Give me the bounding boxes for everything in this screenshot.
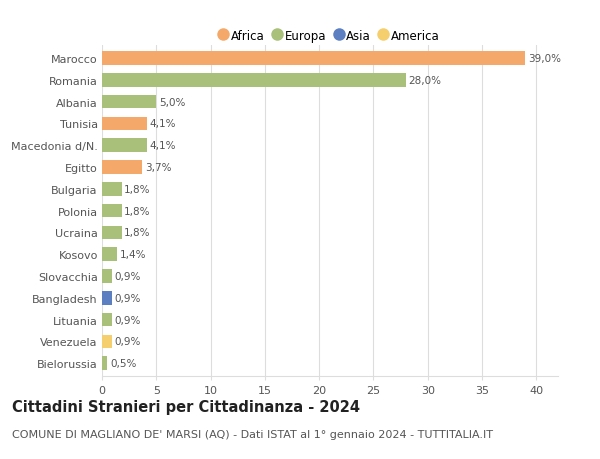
Text: 4,1%: 4,1% — [149, 119, 176, 129]
Bar — [102, 291, 112, 305]
Text: 0,9%: 0,9% — [115, 336, 141, 347]
Text: Cittadini Stranieri per Cittadinanza - 2024: Cittadini Stranieri per Cittadinanza - 2… — [12, 399, 360, 414]
Text: 1,8%: 1,8% — [124, 185, 151, 195]
Text: COMUNE DI MAGLIANO DE' MARSI (AQ) - Dati ISTAT al 1° gennaio 2024 - TUTTITALIA.I: COMUNE DI MAGLIANO DE' MARSI (AQ) - Dati… — [12, 429, 493, 439]
Bar — [102, 52, 526, 66]
Text: 1,4%: 1,4% — [120, 250, 146, 260]
Bar — [102, 95, 156, 109]
Bar — [102, 335, 112, 348]
Bar — [102, 183, 122, 196]
Bar — [102, 74, 406, 87]
Bar — [102, 226, 122, 240]
Text: 0,9%: 0,9% — [115, 315, 141, 325]
Text: 28,0%: 28,0% — [409, 76, 442, 86]
Bar — [102, 139, 146, 153]
Bar — [102, 269, 112, 283]
Text: 1,8%: 1,8% — [124, 206, 151, 216]
Bar — [102, 313, 112, 327]
Text: 1,8%: 1,8% — [124, 228, 151, 238]
Bar — [102, 204, 122, 218]
Bar — [102, 118, 146, 131]
Text: 0,9%: 0,9% — [115, 271, 141, 281]
Text: 0,5%: 0,5% — [110, 358, 137, 368]
Bar — [102, 357, 107, 370]
Text: 5,0%: 5,0% — [159, 97, 185, 107]
Text: 3,7%: 3,7% — [145, 162, 172, 173]
Text: 39,0%: 39,0% — [528, 54, 561, 64]
Text: 4,1%: 4,1% — [149, 141, 176, 151]
Text: 0,9%: 0,9% — [115, 293, 141, 303]
Legend: Africa, Europa, Asia, America: Africa, Europa, Asia, America — [215, 25, 445, 48]
Bar — [102, 161, 142, 174]
Bar — [102, 248, 117, 261]
